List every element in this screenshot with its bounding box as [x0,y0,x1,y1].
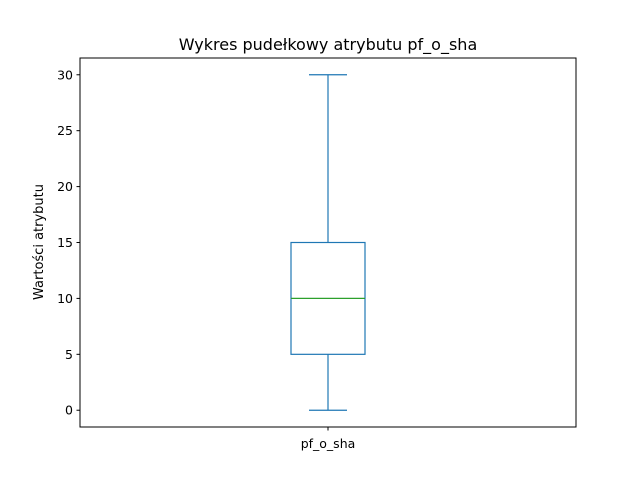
y-tick-label: 10 [57,291,73,306]
y-tick-label: 5 [65,347,73,362]
box-plot-series [290,74,366,411]
y-tick-label: 25 [57,123,73,138]
y-axis-ticks: 0 5 10 15 20 25 30 [57,67,80,418]
y-axis-label: Wartości atrybutu [32,184,47,300]
y-tick-label: 20 [57,179,73,194]
x-tick-label: pf_o_sha [301,436,356,451]
plot-frame [79,57,577,428]
y-tick-label: 0 [65,403,73,418]
chart-title: Wykres pudełkowy atrybutu pf_o_sha [179,35,478,55]
y-tick-label: 15 [57,235,73,250]
x-axis-ticks: pf_o_sha [301,427,356,451]
y-tick-label: 30 [57,67,73,82]
